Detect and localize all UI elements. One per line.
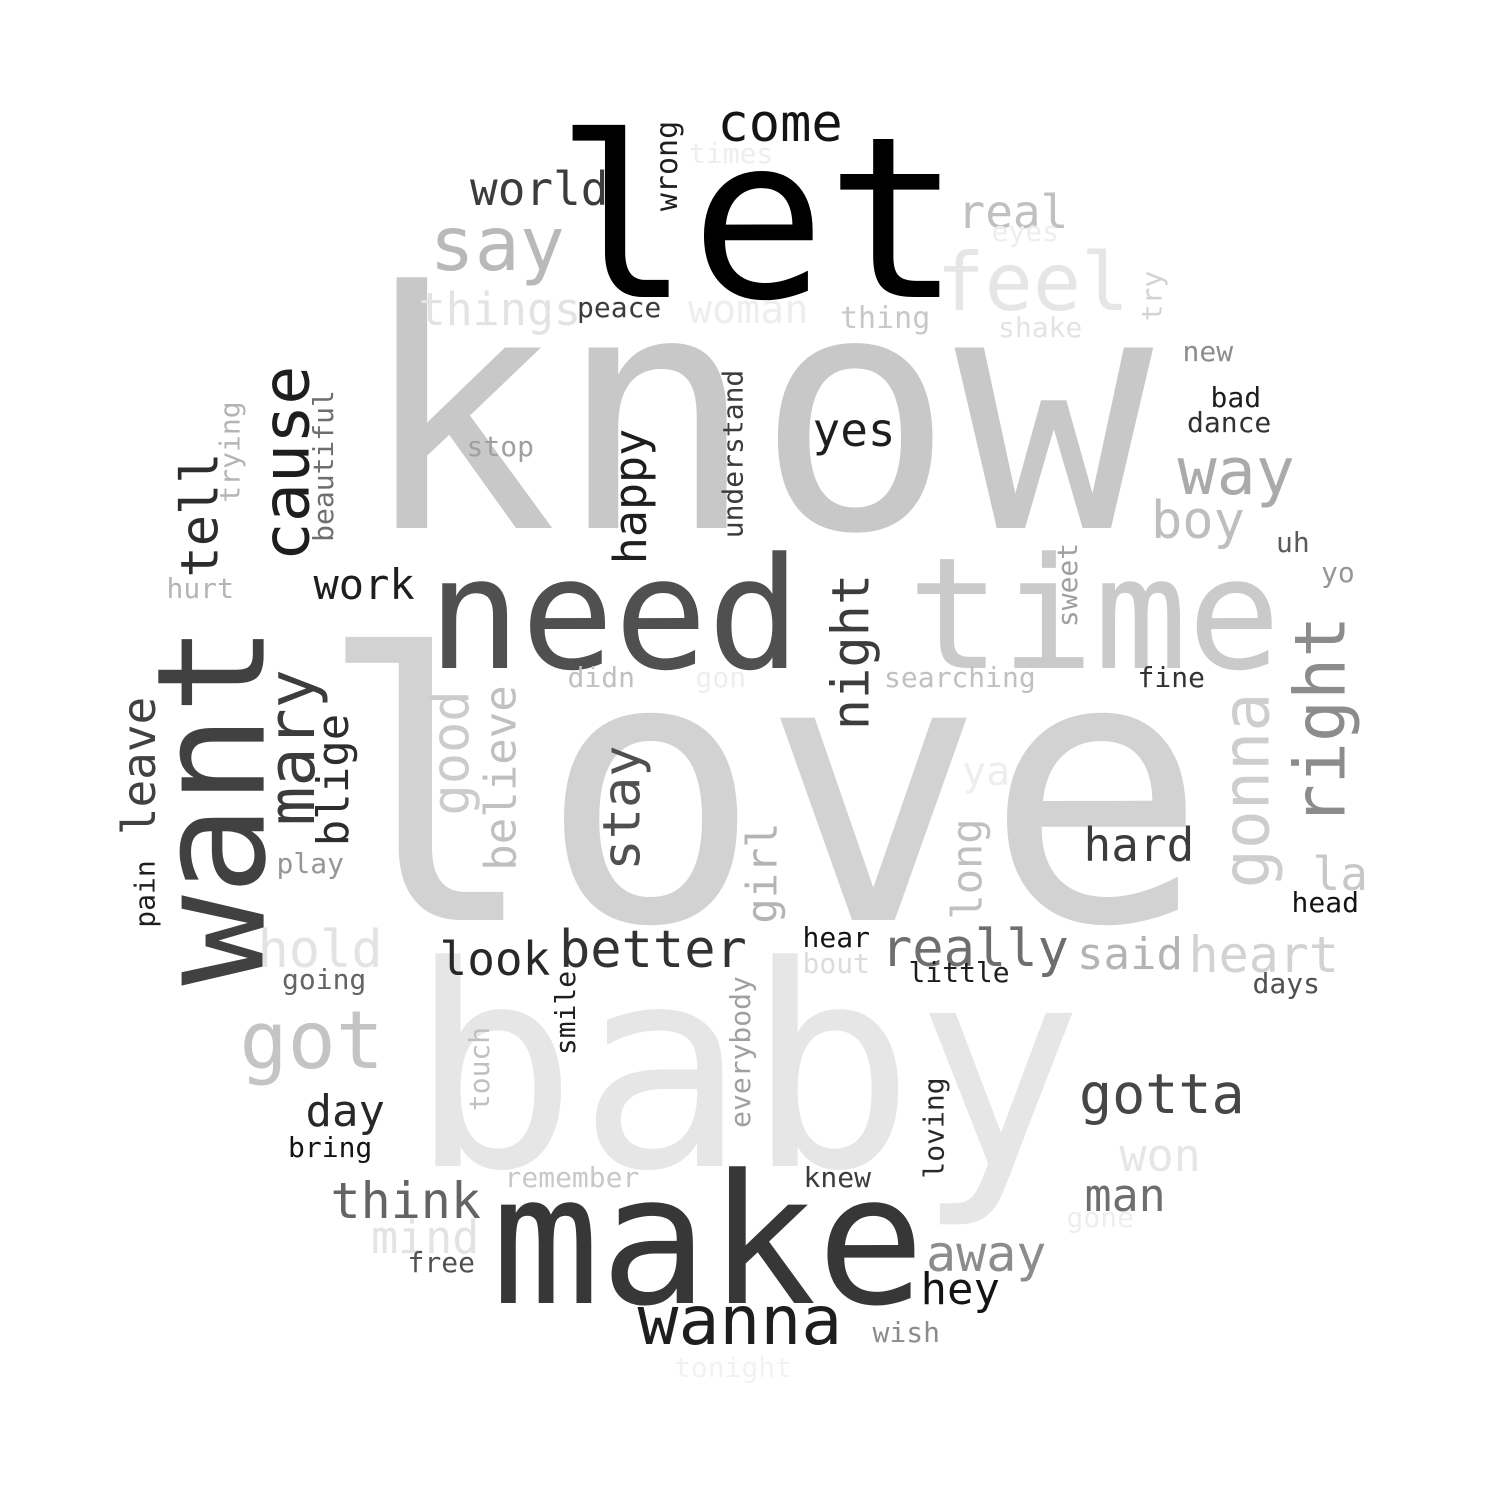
- word-baby: baby: [409, 907, 1084, 1233]
- word-happy: happy: [603, 428, 657, 564]
- word-times: times: [689, 137, 774, 170]
- word-love: love: [316, 578, 1208, 1008]
- word-leave: leave: [112, 696, 167, 836]
- word-way: way: [1177, 434, 1295, 510]
- word-la: la: [1312, 847, 1368, 901]
- word-uh: uh: [1276, 526, 1310, 559]
- word-right: right: [1278, 615, 1361, 827]
- word-wrong: wrong: [650, 120, 686, 212]
- word-pain: pain: [128, 860, 162, 928]
- word-new: new: [1182, 335, 1234, 368]
- word-hey: hey: [920, 1264, 1000, 1315]
- word-thing: thing: [840, 301, 931, 336]
- word-remember: remember: [504, 1161, 640, 1194]
- word-tell: tell: [170, 452, 231, 578]
- word-hear: hear: [802, 921, 870, 954]
- word-got: got: [239, 994, 385, 1087]
- word-sweet: sweet: [1051, 542, 1085, 628]
- word-hold: hold: [257, 920, 383, 980]
- word-dance: dance: [1187, 406, 1272, 439]
- word-smile: smile: [549, 970, 583, 1056]
- word-make: make: [491, 1137, 925, 1346]
- word-peace: peace: [577, 291, 662, 324]
- word-hurt: hurt: [166, 572, 234, 605]
- word-feel: feel: [936, 236, 1130, 329]
- word-blige: blige: [308, 713, 360, 847]
- word-yo: yo: [1321, 556, 1355, 589]
- word-eyes: eyes: [991, 215, 1059, 248]
- word-little: little: [908, 956, 1010, 989]
- word-good: good: [421, 690, 482, 816]
- word-ya: ya: [962, 749, 1011, 795]
- word-boy: boy: [1151, 491, 1245, 551]
- word-night: night: [820, 573, 881, 731]
- word-day: day: [305, 1086, 385, 1137]
- word-bout: bout: [802, 947, 870, 980]
- word-head: head: [1291, 886, 1359, 919]
- word-believe: believe: [475, 685, 527, 871]
- word-hard: hard: [1083, 818, 1195, 872]
- word-yes: yes: [812, 403, 896, 457]
- word-heart: heart: [1188, 926, 1340, 984]
- word-world: world: [470, 162, 609, 216]
- word-know: know: [358, 222, 1154, 606]
- word-let: let: [555, 88, 962, 351]
- word-wanna: wanna: [637, 1282, 843, 1361]
- word-look: look: [439, 932, 551, 986]
- word-say: say: [429, 199, 565, 288]
- word-searching: searching: [884, 661, 1036, 694]
- word-try: try: [1134, 270, 1168, 322]
- word-days: days: [1252, 967, 1320, 1000]
- word-stop: stop: [466, 430, 534, 463]
- word-stay: stay: [592, 745, 653, 871]
- word-understand: understand: [715, 369, 749, 539]
- word-wish: wish: [872, 1316, 940, 1349]
- word-tonight: tonight: [674, 1351, 793, 1384]
- word-won: won: [1119, 1128, 1201, 1182]
- word-woman: woman: [688, 287, 809, 333]
- word-loving: loving: [917, 1077, 951, 1179]
- word-gotta: gotta: [1079, 1061, 1245, 1126]
- word-time: time: [907, 523, 1281, 705]
- word-gon: gon: [695, 661, 747, 694]
- word-gone: gone: [1066, 1201, 1134, 1234]
- word-think: think: [330, 1172, 482, 1230]
- word-gonna: gonna: [1209, 692, 1285, 888]
- word-need: need: [427, 523, 801, 705]
- word-really: really: [881, 919, 1069, 979]
- word-man: man: [1084, 1168, 1166, 1222]
- word-knew: knew: [803, 1161, 871, 1194]
- word-said: said: [1077, 929, 1183, 980]
- word-work: work: [313, 560, 415, 609]
- word-everybody: everybody: [723, 976, 757, 1128]
- word-real: real: [957, 185, 1069, 239]
- word-girl: girl: [737, 822, 787, 924]
- word-shake: shake: [998, 311, 1083, 344]
- word-come: come: [717, 94, 843, 154]
- word-bring: bring: [288, 1131, 373, 1164]
- word-bad: bad: [1210, 381, 1262, 414]
- word-free: free: [407, 1246, 475, 1279]
- word-fine: fine: [1137, 661, 1205, 694]
- word-things: things: [418, 282, 582, 336]
- word-better: better: [559, 920, 747, 980]
- word-long: long: [942, 818, 992, 920]
- word-touch: touch: [463, 1026, 497, 1112]
- word-didn: didn: [567, 661, 635, 694]
- word-beautiful: beautiful: [306, 390, 340, 542]
- word-away: away: [926, 1225, 1047, 1283]
- word-going: going: [282, 963, 367, 996]
- word-mind: mind: [371, 1210, 480, 1264]
- word-play: play: [276, 847, 344, 880]
